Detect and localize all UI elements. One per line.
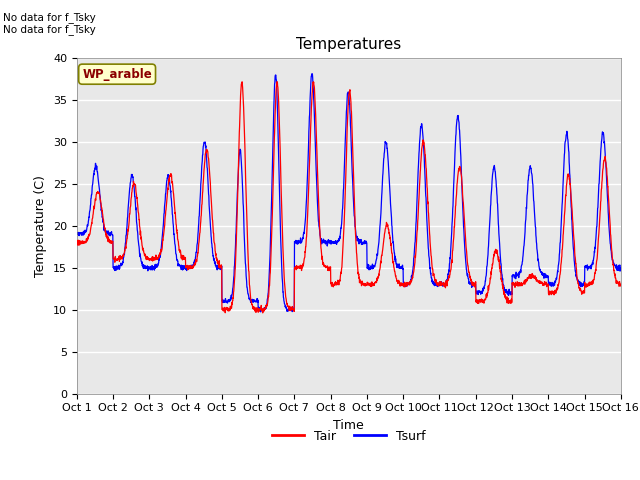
Y-axis label: Temperature (C): Temperature (C) [35, 175, 47, 276]
Legend: Tair, Tsurf: Tair, Tsurf [268, 425, 430, 448]
Title: Temperatures: Temperatures [296, 37, 401, 52]
Text: WP_arable: WP_arable [82, 68, 152, 81]
Text: No data for f_Tsky: No data for f_Tsky [3, 12, 96, 23]
Text: No data for f_Tsky: No data for f_Tsky [3, 24, 96, 35]
X-axis label: Time: Time [333, 419, 364, 432]
